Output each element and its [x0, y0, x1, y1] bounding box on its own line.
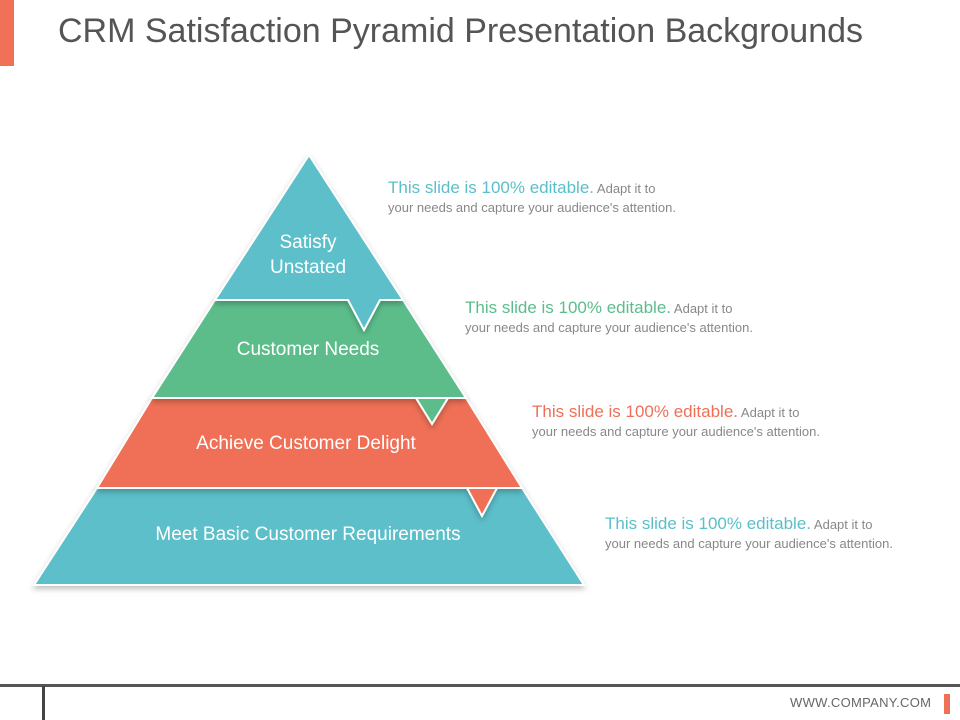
slide-title: CRM Satisfaction Pyramid Presentation Ba… — [58, 12, 864, 50]
title-accent-bar — [0, 0, 14, 66]
description-3-body-a: Adapt it to — [740, 405, 800, 420]
description-2-body-a: Adapt it to — [673, 301, 733, 316]
description-2-headline: This slide is 100% editable. — [465, 298, 672, 317]
description-4-headline: This slide is 100% editable. — [605, 514, 812, 533]
footer-tick — [42, 686, 45, 720]
tier-4-label: Meet Basic Customer Requirements — [155, 524, 460, 545]
footer-url: WWW.COMPANY.COM — [790, 695, 932, 710]
footer-accent-bar — [944, 694, 950, 714]
pyramid-tier-3 — [95, 397, 524, 519]
description-1-headline: This slide is 100% editable. — [388, 178, 595, 197]
description-1-body-a: Adapt it to — [596, 181, 656, 196]
description-2: This slide is 100% editable. Adapt it to… — [465, 298, 753, 337]
tier-1-label-line1: Satisfy — [279, 232, 337, 253]
pyramid-tier-2 — [150, 299, 468, 426]
description-3: This slide is 100% editable. Adapt it to… — [532, 402, 820, 441]
description-1-body-b: your needs and capture your audience's a… — [388, 200, 676, 215]
description-4-body-b: your needs and capture your audience's a… — [605, 536, 893, 551]
tier-3-label: Achieve Customer Delight — [196, 433, 416, 454]
tier-2-label: Customer Needs — [237, 339, 380, 360]
description-4-body-a: Adapt it to — [813, 517, 873, 532]
description-4: This slide is 100% editable. Adapt it to… — [605, 514, 893, 553]
footer-divider — [0, 684, 960, 687]
description-3-body-b: your needs and capture your audience's a… — [532, 424, 820, 439]
description-3-headline: This slide is 100% editable. — [532, 402, 739, 421]
tier-1-label-line2: Unstated — [270, 257, 346, 278]
description-1: This slide is 100% editable. Adapt it to… — [388, 178, 676, 217]
description-2-body-b: your needs and capture your audience's a… — [465, 320, 753, 335]
pyramid-tier-1 — [213, 153, 405, 333]
